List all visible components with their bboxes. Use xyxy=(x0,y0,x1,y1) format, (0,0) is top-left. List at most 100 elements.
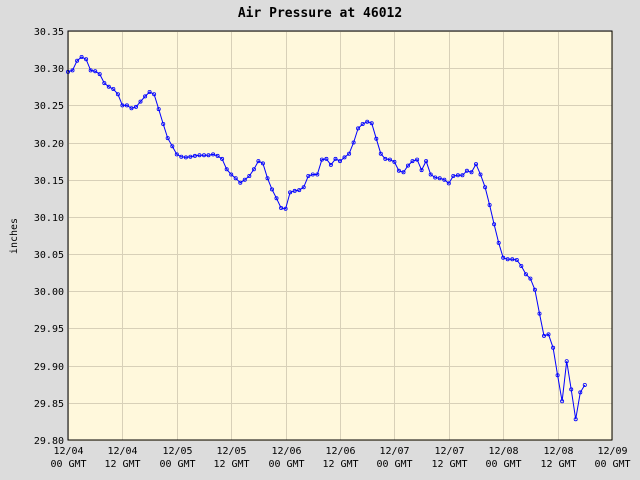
chart-title: Air Pressure at 46012 xyxy=(238,6,402,21)
data-point xyxy=(97,72,102,77)
data-point xyxy=(310,172,315,177)
data-point xyxy=(297,188,302,193)
y-tick-label: 30.00 xyxy=(34,287,64,298)
data-point xyxy=(215,153,220,158)
data-point xyxy=(152,92,157,97)
data-point xyxy=(324,156,329,161)
y-tick-label: 30.10 xyxy=(34,213,64,224)
x-tick-label-time: 00 GMT xyxy=(268,459,304,470)
data-point xyxy=(206,153,211,158)
data-point xyxy=(174,152,179,157)
data-point xyxy=(514,257,519,262)
y-tick-label: 30.35 xyxy=(34,27,64,38)
x-tick-label-time: 00 GMT xyxy=(594,459,630,470)
data-point xyxy=(523,272,528,277)
x-tick-label-time: 12 GMT xyxy=(104,459,140,470)
data-point xyxy=(505,257,510,262)
y-tick-label: 30.20 xyxy=(34,139,64,150)
data-point xyxy=(156,107,161,112)
data-point xyxy=(369,121,374,126)
data-point xyxy=(102,81,107,86)
data-point xyxy=(283,206,288,211)
y-tick-label: 30.15 xyxy=(34,176,64,187)
data-point xyxy=(469,170,474,175)
data-point xyxy=(483,185,488,190)
data-point xyxy=(537,311,542,316)
data-point xyxy=(288,190,293,195)
x-tick-label-time: 12 GMT xyxy=(540,459,576,470)
x-tick-label-date: 12/07 xyxy=(434,446,464,457)
data-point xyxy=(455,173,460,178)
data-point xyxy=(496,240,501,245)
x-tick-label-time: 12 GMT xyxy=(431,459,467,470)
data-point xyxy=(120,103,125,108)
data-point xyxy=(356,126,361,131)
data-point xyxy=(460,173,465,178)
x-tick-label-time: 12 GMT xyxy=(213,459,249,470)
y-tick-label: 29.95 xyxy=(34,324,64,335)
data-point xyxy=(573,417,578,422)
data-point xyxy=(183,155,188,160)
x-tick-label-date: 12/08 xyxy=(543,446,573,457)
data-point xyxy=(437,176,442,181)
data-point xyxy=(401,170,406,175)
x-tick-label-date: 12/05 xyxy=(162,446,192,457)
data-point xyxy=(501,255,506,260)
data-point xyxy=(360,122,365,127)
x-tick-label-time: 00 GMT xyxy=(485,459,521,470)
data-point xyxy=(197,153,202,158)
data-point xyxy=(342,155,347,160)
data-point xyxy=(551,345,556,350)
plot-border xyxy=(67,30,613,441)
x-tick-label-date: 12/08 xyxy=(488,446,518,457)
data-point xyxy=(424,159,429,164)
data-point xyxy=(383,156,388,161)
data-point xyxy=(147,90,152,95)
data-point xyxy=(224,167,229,172)
data-point xyxy=(124,103,129,108)
data-point xyxy=(415,157,420,162)
data-point xyxy=(569,387,574,392)
data-point xyxy=(229,172,234,177)
x-tick-label-date: 12/04 xyxy=(53,446,83,457)
data-point xyxy=(555,373,560,378)
data-point xyxy=(84,57,89,62)
data-point xyxy=(111,87,116,92)
data-point xyxy=(392,159,397,164)
data-point xyxy=(374,136,379,141)
data-point xyxy=(464,168,469,173)
data-point xyxy=(492,222,497,227)
data-point xyxy=(428,172,433,177)
x-tick-label-date: 12/04 xyxy=(107,446,137,457)
data-point xyxy=(478,172,483,177)
data-point xyxy=(242,177,247,182)
data-point xyxy=(473,162,478,167)
data-point xyxy=(396,168,401,173)
data-point xyxy=(115,92,120,97)
data-point xyxy=(487,202,492,207)
data-point xyxy=(279,205,284,210)
data-point xyxy=(133,104,138,109)
x-tick-label-date: 12/06 xyxy=(271,446,301,457)
series-pressure xyxy=(66,55,587,422)
data-point xyxy=(365,119,370,124)
y-tick-label: 30.25 xyxy=(34,101,64,112)
data-point xyxy=(582,382,587,387)
data-point xyxy=(192,153,197,158)
data-point xyxy=(274,196,279,201)
x-tick-label-date: 12/09 xyxy=(597,446,627,457)
data-point xyxy=(347,151,352,156)
x-tick-label-time: 12 GMT xyxy=(322,459,358,470)
data-point xyxy=(337,159,342,164)
data-point xyxy=(211,152,216,157)
y-tick-label: 29.90 xyxy=(34,362,64,373)
data-point xyxy=(238,180,243,185)
data-point xyxy=(578,390,583,395)
data-point xyxy=(315,172,320,177)
data-point xyxy=(387,157,392,162)
data-point xyxy=(433,175,438,180)
data-point xyxy=(170,144,175,149)
data-point xyxy=(564,359,569,364)
x-tick-label-time: 00 GMT xyxy=(376,459,412,470)
x-axis-tick-labels: 12/04 00 GMT 12/04 12 GMT 12/05 00 GMT 12/05 12… xyxy=(50,446,630,470)
